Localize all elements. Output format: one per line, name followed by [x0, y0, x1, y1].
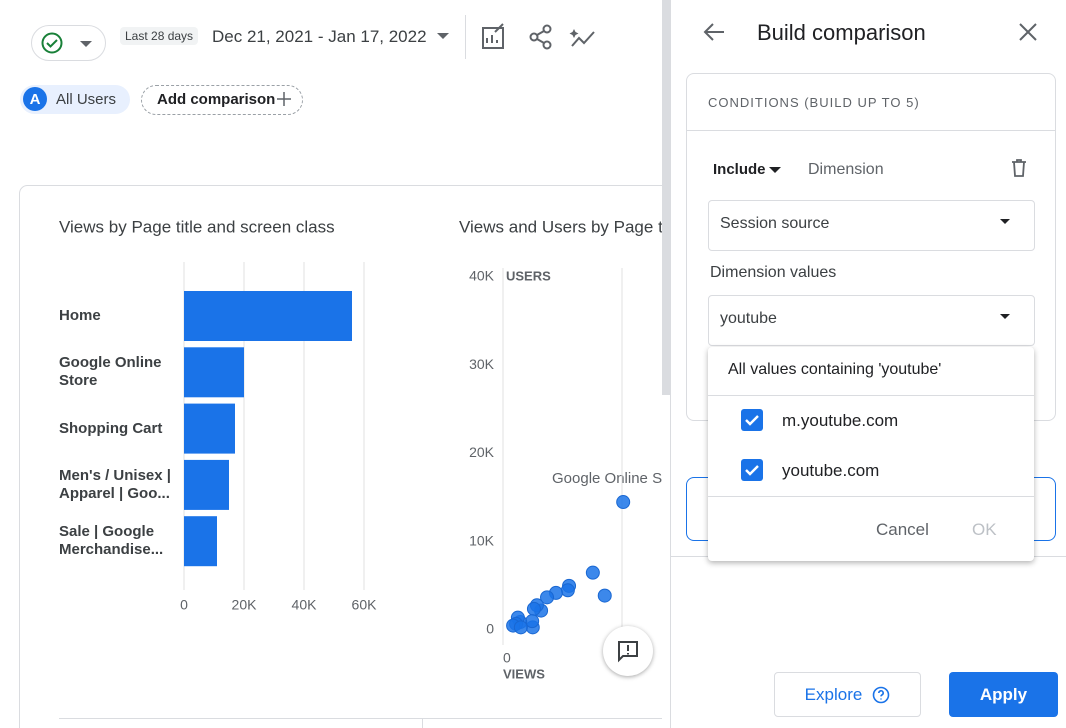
label: Dimension — [808, 161, 884, 178]
panel-title: Build comparison — [757, 20, 926, 45]
x-tick-label: 40K — [292, 597, 318, 613]
y-tick-label: Sale | Google Merchandise... — [59, 523, 164, 559]
feedback-button[interactable] — [603, 626, 653, 676]
include-select[interactable]: Include — [713, 161, 766, 178]
y-tick-label: Home — [59, 307, 101, 324]
chip-label: All Users — [56, 91, 117, 108]
y-tick-label: 10K — [469, 532, 495, 548]
chart-title: Views by Page title and screen class — [59, 217, 335, 236]
y-tick-label: Shopping Cart — [59, 419, 163, 437]
ok-button[interactable]: OK — [972, 520, 997, 539]
date-preset: Last 28 days — [120, 27, 199, 45]
caret — [769, 167, 781, 173]
option-label: m.youtube.com — [782, 411, 899, 430]
x-tick-label: 20K — [232, 597, 258, 613]
side-panel: Build comparison CONDITIONS (BUILD UP TO… — [670, 0, 1066, 728]
dropdown: All values containing 'youtube' m.youtub… — [708, 347, 1034, 561]
cancel-button[interactable]: Cancel — [876, 520, 929, 539]
annotation: Google Online Store — [552, 470, 662, 487]
check — [745, 465, 759, 476]
plus-icon — [277, 92, 291, 106]
point — [526, 601, 541, 616]
x-tick-label: 0 — [503, 650, 511, 666]
caret — [437, 33, 449, 39]
checkbox[interactable] — [741, 459, 763, 481]
bar — [184, 291, 352, 341]
point — [616, 495, 631, 510]
chart-title: Views and Users by Page title and screen… — [459, 217, 662, 236]
date-range[interactable]: Dec 21, 2021 - Jan 17, 2022 — [212, 27, 427, 46]
point — [585, 565, 600, 580]
section-label: CONDITIONS (BUILD UP TO 5) — [708, 95, 920, 110]
y-tick-label: 0 — [486, 621, 494, 637]
back-button[interactable] — [702, 20, 726, 44]
avatar: A — [23, 87, 47, 111]
select[interactable] — [708, 200, 1035, 251]
divider — [687, 130, 1055, 131]
label: Dimension values — [710, 264, 837, 281]
select-value: youtube — [720, 310, 777, 327]
add-comparison-chip[interactable] — [141, 85, 303, 115]
check — [745, 415, 759, 426]
y-tick-label: Men's / Unisex | Apparel | Goo... — [59, 466, 171, 502]
point — [540, 590, 555, 605]
status-chip[interactable] — [31, 25, 106, 61]
divider — [708, 395, 1034, 396]
toolbar-icons[interactable] — [478, 22, 603, 52]
chip-label: Add comparison — [157, 91, 276, 108]
y-tick-label: 20K — [469, 444, 495, 460]
select[interactable] — [708, 295, 1035, 346]
divider — [465, 15, 466, 59]
y-axis-label: USERS — [506, 268, 551, 283]
y-tick-label: 30K — [469, 356, 495, 372]
status-icon — [41, 32, 92, 54]
report-area: Views by Page title and screen class Vie… — [19, 185, 662, 728]
apply-button[interactable]: Apply — [949, 672, 1058, 717]
bar — [184, 403, 235, 454]
point — [513, 620, 528, 635]
option-label: youtube.com — [782, 461, 880, 480]
feedback-icon — [618, 641, 638, 663]
x-tick-label: 60K — [352, 597, 378, 613]
button-label: Explore — [804, 684, 863, 704]
y-tick-label: 40K — [469, 268, 495, 284]
caret — [1000, 314, 1010, 319]
card — [19, 185, 662, 728]
dropdown-heading: All values containing 'youtube' — [728, 361, 942, 378]
point — [597, 588, 612, 603]
y-tick-label: Google Online Store — [59, 354, 162, 390]
bar — [184, 459, 229, 510]
x-axis-label: VIEWS — [503, 666, 545, 681]
checkbox[interactable] — [741, 409, 763, 431]
divider — [708, 496, 1034, 497]
x-tick-label: 0 — [180, 597, 188, 613]
bar — [184, 516, 217, 567]
caret — [1000, 219, 1010, 224]
select-value: Session source — [720, 215, 830, 232]
scrollbar[interactable] — [662, 0, 670, 395]
point — [560, 583, 575, 598]
close-button[interactable] — [1018, 22, 1038, 42]
delete-button[interactable] — [1010, 158, 1028, 178]
explore-button[interactable]: Explore — [774, 672, 921, 717]
bar — [184, 347, 244, 398]
help-icon — [873, 686, 890, 703]
